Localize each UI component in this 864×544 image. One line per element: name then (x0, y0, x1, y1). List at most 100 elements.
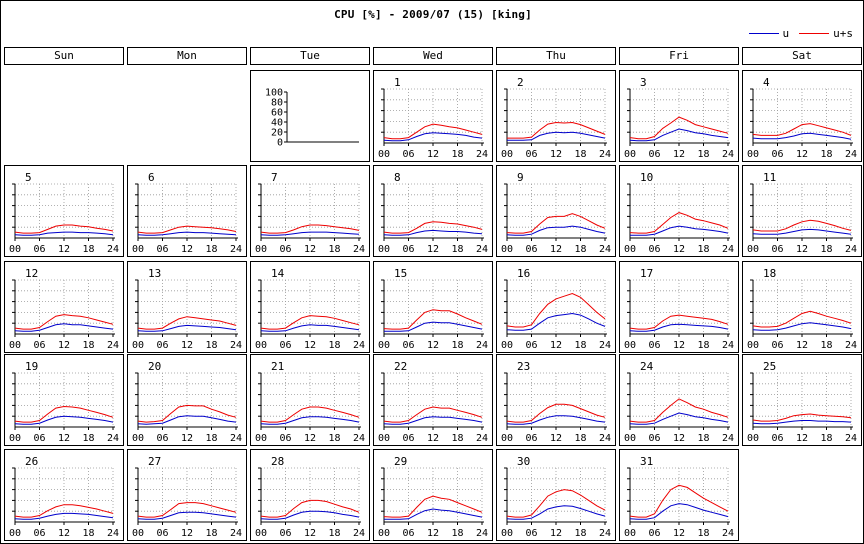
day-cell-26: 26 00 06 12 18 24 (4, 449, 124, 541)
day-cell-28: 28 00 06 12 18 24 (250, 449, 370, 541)
x-tick-label: 00 (132, 528, 144, 539)
x-tick-label: 24 (476, 244, 488, 255)
weekday-header-sat: Sat (742, 47, 862, 65)
day-chart: 1 00 06 12 18 24 (378, 76, 488, 160)
day-chart: 20 00 06 12 18 24 (132, 360, 242, 444)
day-number: 16 (517, 267, 530, 280)
x-tick-label: 24 (599, 528, 611, 539)
x-tick-label: 06 (279, 433, 291, 444)
key-y-tick-label: 20 (271, 128, 283, 139)
x-tick-label: 06 (525, 244, 537, 255)
x-tick-label: 12 (796, 244, 808, 255)
series-line-us (137, 225, 237, 234)
x-tick-label: 18 (697, 340, 709, 351)
x-tick-label: 12 (673, 340, 685, 351)
x-tick-label: 18 (451, 340, 463, 351)
x-tick-label: 18 (574, 244, 586, 255)
x-tick-label: 24 (845, 433, 857, 444)
x-tick-label: 24 (476, 340, 488, 351)
series-line-u (752, 228, 852, 235)
x-tick-label: 00 (132, 433, 144, 444)
x-tick-label: 12 (58, 528, 70, 539)
x-tick-label: 12 (427, 433, 439, 444)
series-line-u (137, 415, 237, 425)
legend-label-u: u (782, 27, 790, 40)
day-number: 22 (394, 360, 407, 373)
x-tick-label: 00 (255, 244, 267, 255)
day-number: 3 (640, 76, 647, 89)
x-tick-label: 24 (353, 528, 365, 539)
x-tick-label: 24 (845, 244, 857, 255)
x-tick-label: 12 (673, 149, 685, 160)
day-chart: 7 00 06 12 18 24 (255, 171, 365, 255)
day-cell-25: 25 00 06 12 18 24 (742, 354, 862, 446)
x-tick-label: 18 (205, 340, 217, 351)
x-tick-label: 06 (648, 433, 660, 444)
x-tick-label: 24 (476, 433, 488, 444)
x-tick-label: 24 (107, 528, 119, 539)
scale-key-cell: 100 80 60 40 20 0 (250, 70, 370, 162)
weekday-header-thu: Thu (496, 47, 616, 65)
series-line-us (137, 404, 237, 423)
x-tick-label: 18 (82, 433, 94, 444)
x-tick-label: 12 (427, 528, 439, 539)
x-tick-label: 06 (402, 433, 414, 444)
day-cell-20: 20 00 06 12 18 24 (127, 354, 247, 446)
series-line-us (137, 502, 237, 518)
x-tick-label: 18 (82, 244, 94, 255)
day-chart: 4 00 06 12 18 24 (747, 76, 857, 160)
day-number: 31 (640, 455, 653, 468)
series-line-u (752, 322, 852, 331)
day-chart: 25 00 06 12 18 24 (747, 360, 857, 444)
x-tick-label: 06 (648, 340, 660, 351)
x-tick-label: 06 (33, 244, 45, 255)
x-tick-label: 18 (574, 149, 586, 160)
legend-label-us: u+s (833, 27, 853, 40)
x-tick-label: 00 (378, 340, 390, 351)
day-chart: 17 00 06 12 18 24 (624, 267, 734, 351)
x-tick-label: 12 (181, 244, 193, 255)
day-number: 12 (25, 267, 38, 280)
series-line-us (383, 406, 483, 423)
x-tick-label: 12 (58, 340, 70, 351)
x-tick-label: 06 (648, 149, 660, 160)
day-number: 11 (763, 171, 776, 184)
day-cell-12: 12 00 06 12 18 24 (4, 261, 124, 353)
key-y-tick-label: 100 (265, 88, 283, 99)
day-number: 6 (148, 171, 155, 184)
x-tick-label: 00 (624, 528, 636, 539)
day-chart: 18 00 06 12 18 24 (747, 267, 857, 351)
x-tick-label: 24 (722, 340, 734, 351)
x-tick-label: 18 (451, 244, 463, 255)
series-line-u (137, 511, 237, 520)
x-tick-label: 00 (378, 244, 390, 255)
x-tick-label: 18 (697, 433, 709, 444)
series-line-us (14, 405, 114, 423)
key-y-tick-label: 60 (271, 108, 283, 119)
x-tick-label: 12 (58, 433, 70, 444)
x-tick-label: 18 (697, 244, 709, 255)
day-cell-9: 9 00 06 12 18 24 (496, 165, 616, 257)
x-tick-label: 18 (451, 433, 463, 444)
weekday-header-fri: Fri (619, 47, 739, 65)
day-cell-31: 31 00 06 12 18 24 (619, 449, 739, 541)
day-cell-7: 7 00 06 12 18 24 (250, 165, 370, 257)
x-tick-label: 06 (648, 244, 660, 255)
day-number: 26 (25, 455, 38, 468)
x-tick-label: 00 (255, 433, 267, 444)
x-tick-label: 24 (230, 244, 242, 255)
series-line-us (260, 406, 360, 423)
series-line-u (137, 231, 237, 236)
x-tick-label: 24 (599, 149, 611, 160)
x-tick-label: 12 (550, 149, 562, 160)
series-line-us (629, 314, 729, 330)
day-chart: 3 00 06 12 18 24 (624, 76, 734, 160)
x-tick-label: 12 (181, 528, 193, 539)
x-tick-label: 18 (205, 528, 217, 539)
day-chart: 21 00 06 12 18 24 (255, 360, 365, 444)
x-tick-label: 24 (107, 340, 119, 351)
series-line-u (384, 508, 483, 520)
day-number: 24 (640, 360, 654, 373)
series-line-us (137, 316, 237, 330)
